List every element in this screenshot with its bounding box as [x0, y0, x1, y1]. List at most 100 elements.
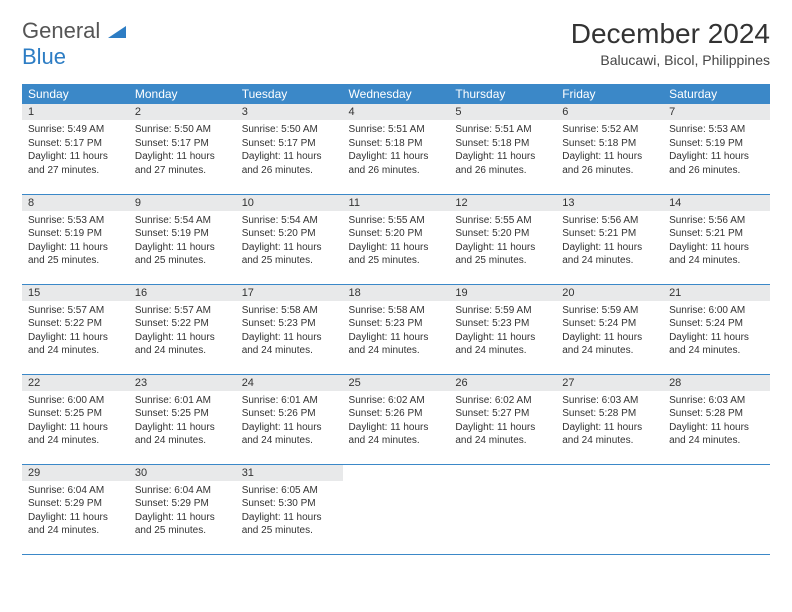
day-number: 8	[22, 195, 129, 211]
logo-text: General Blue	[22, 18, 126, 70]
day-line-ss: Sunset: 5:17 PM	[28, 137, 123, 151]
day-line-sr: Sunrise: 6:03 AM	[562, 394, 657, 408]
day-line-ss: Sunset: 5:23 PM	[349, 317, 444, 331]
day-line-ss: Sunset: 5:20 PM	[349, 227, 444, 241]
day-number: 13	[556, 195, 663, 211]
day-line-sr: Sunrise: 6:04 AM	[135, 484, 230, 498]
day-number: 6	[556, 104, 663, 120]
calendar-day-cell: 5Sunrise: 5:51 AMSunset: 5:18 PMDaylight…	[449, 104, 556, 194]
calendar-day-cell: 23Sunrise: 6:01 AMSunset: 5:25 PMDayligh…	[129, 374, 236, 464]
day-line-sr: Sunrise: 6:01 AM	[242, 394, 337, 408]
day-details: Sunrise: 6:05 AMSunset: 5:30 PMDaylight:…	[236, 481, 343, 544]
day-details: Sunrise: 6:03 AMSunset: 5:28 PMDaylight:…	[556, 391, 663, 454]
day-number: 2	[129, 104, 236, 120]
day-line-ss: Sunset: 5:25 PM	[135, 407, 230, 421]
day-number: 25	[343, 375, 450, 391]
day-number: 10	[236, 195, 343, 211]
day-line-d1: Daylight: 11 hours	[455, 241, 550, 255]
logo-part1: General	[22, 18, 100, 43]
day-line-sr: Sunrise: 5:58 AM	[242, 304, 337, 318]
day-number: 15	[22, 285, 129, 301]
weekday-header: Monday	[129, 84, 236, 104]
calendar-day-cell: 18Sunrise: 5:58 AMSunset: 5:23 PMDayligh…	[343, 284, 450, 374]
calendar-day-cell	[343, 464, 450, 554]
day-line-ss: Sunset: 5:24 PM	[562, 317, 657, 331]
day-line-d2: and 25 minutes.	[28, 254, 123, 268]
day-line-d2: and 24 minutes.	[455, 344, 550, 358]
day-line-sr: Sunrise: 5:56 AM	[562, 214, 657, 228]
day-line-ss: Sunset: 5:25 PM	[28, 407, 123, 421]
day-line-ss: Sunset: 5:18 PM	[455, 137, 550, 151]
day-details: Sunrise: 5:53 AMSunset: 5:19 PMDaylight:…	[22, 211, 129, 274]
calendar-day-cell: 8Sunrise: 5:53 AMSunset: 5:19 PMDaylight…	[22, 194, 129, 284]
day-line-d2: and 24 minutes.	[349, 434, 444, 448]
weekday-header-row: Sunday Monday Tuesday Wednesday Thursday…	[22, 84, 770, 104]
calendar-day-cell: 22Sunrise: 6:00 AMSunset: 5:25 PMDayligh…	[22, 374, 129, 464]
day-line-sr: Sunrise: 5:55 AM	[455, 214, 550, 228]
day-line-d1: Daylight: 11 hours	[242, 421, 337, 435]
day-line-ss: Sunset: 5:28 PM	[562, 407, 657, 421]
day-line-sr: Sunrise: 5:55 AM	[349, 214, 444, 228]
day-line-ss: Sunset: 5:18 PM	[349, 137, 444, 151]
day-line-ss: Sunset: 5:27 PM	[455, 407, 550, 421]
day-details: Sunrise: 6:00 AMSunset: 5:25 PMDaylight:…	[22, 391, 129, 454]
day-details: Sunrise: 6:01 AMSunset: 5:26 PMDaylight:…	[236, 391, 343, 454]
calendar-day-cell: 10Sunrise: 5:54 AMSunset: 5:20 PMDayligh…	[236, 194, 343, 284]
day-number: 17	[236, 285, 343, 301]
day-line-sr: Sunrise: 6:00 AM	[669, 304, 764, 318]
day-number: 26	[449, 375, 556, 391]
calendar-day-cell	[663, 464, 770, 554]
day-line-d2: and 24 minutes.	[242, 434, 337, 448]
day-line-ss: Sunset: 5:23 PM	[455, 317, 550, 331]
day-line-d2: and 25 minutes.	[349, 254, 444, 268]
weekday-header: Wednesday	[343, 84, 450, 104]
day-line-sr: Sunrise: 5:57 AM	[135, 304, 230, 318]
day-line-ss: Sunset: 5:29 PM	[135, 497, 230, 511]
day-number: 9	[129, 195, 236, 211]
logo-icon	[108, 18, 126, 44]
day-line-d2: and 24 minutes.	[562, 434, 657, 448]
day-line-d1: Daylight: 11 hours	[28, 150, 123, 164]
day-details: Sunrise: 5:58 AMSunset: 5:23 PMDaylight:…	[343, 301, 450, 364]
day-line-sr: Sunrise: 5:51 AM	[349, 123, 444, 137]
day-details: Sunrise: 5:55 AMSunset: 5:20 PMDaylight:…	[449, 211, 556, 274]
day-line-d2: and 24 minutes.	[349, 344, 444, 358]
day-details: Sunrise: 5:57 AMSunset: 5:22 PMDaylight:…	[129, 301, 236, 364]
day-line-ss: Sunset: 5:19 PM	[135, 227, 230, 241]
day-line-d1: Daylight: 11 hours	[135, 150, 230, 164]
day-number: 4	[343, 104, 450, 120]
calendar-week-row: 29Sunrise: 6:04 AMSunset: 5:29 PMDayligh…	[22, 464, 770, 554]
day-line-d2: and 26 minutes.	[669, 164, 764, 178]
day-line-sr: Sunrise: 6:05 AM	[242, 484, 337, 498]
calendar-day-cell: 2Sunrise: 5:50 AMSunset: 5:17 PMDaylight…	[129, 104, 236, 194]
day-line-d1: Daylight: 11 hours	[135, 241, 230, 255]
day-line-d2: and 24 minutes.	[562, 344, 657, 358]
day-line-d1: Daylight: 11 hours	[455, 150, 550, 164]
day-line-sr: Sunrise: 6:02 AM	[349, 394, 444, 408]
day-line-d2: and 24 minutes.	[135, 344, 230, 358]
calendar-day-cell: 19Sunrise: 5:59 AMSunset: 5:23 PMDayligh…	[449, 284, 556, 374]
day-details: Sunrise: 5:51 AMSunset: 5:18 PMDaylight:…	[343, 120, 450, 183]
day-details: Sunrise: 5:59 AMSunset: 5:23 PMDaylight:…	[449, 301, 556, 364]
day-line-ss: Sunset: 5:19 PM	[669, 137, 764, 151]
day-details: Sunrise: 6:02 AMSunset: 5:27 PMDaylight:…	[449, 391, 556, 454]
day-details: Sunrise: 5:55 AMSunset: 5:20 PMDaylight:…	[343, 211, 450, 274]
day-line-d1: Daylight: 11 hours	[455, 421, 550, 435]
weekday-header: Tuesday	[236, 84, 343, 104]
logo-part2: Blue	[22, 44, 66, 69]
day-number: 28	[663, 375, 770, 391]
day-line-d2: and 25 minutes.	[242, 524, 337, 538]
day-line-d2: and 24 minutes.	[28, 434, 123, 448]
day-line-sr: Sunrise: 6:04 AM	[28, 484, 123, 498]
day-line-ss: Sunset: 5:28 PM	[669, 407, 764, 421]
day-details: Sunrise: 5:58 AMSunset: 5:23 PMDaylight:…	[236, 301, 343, 364]
day-line-d1: Daylight: 11 hours	[28, 331, 123, 345]
day-line-d1: Daylight: 11 hours	[669, 150, 764, 164]
day-details: Sunrise: 5:54 AMSunset: 5:19 PMDaylight:…	[129, 211, 236, 274]
day-line-sr: Sunrise: 5:50 AM	[242, 123, 337, 137]
day-line-d1: Daylight: 11 hours	[562, 421, 657, 435]
day-details: Sunrise: 6:01 AMSunset: 5:25 PMDaylight:…	[129, 391, 236, 454]
day-line-d2: and 24 minutes.	[28, 344, 123, 358]
day-line-sr: Sunrise: 5:53 AM	[28, 214, 123, 228]
day-line-sr: Sunrise: 5:51 AM	[455, 123, 550, 137]
